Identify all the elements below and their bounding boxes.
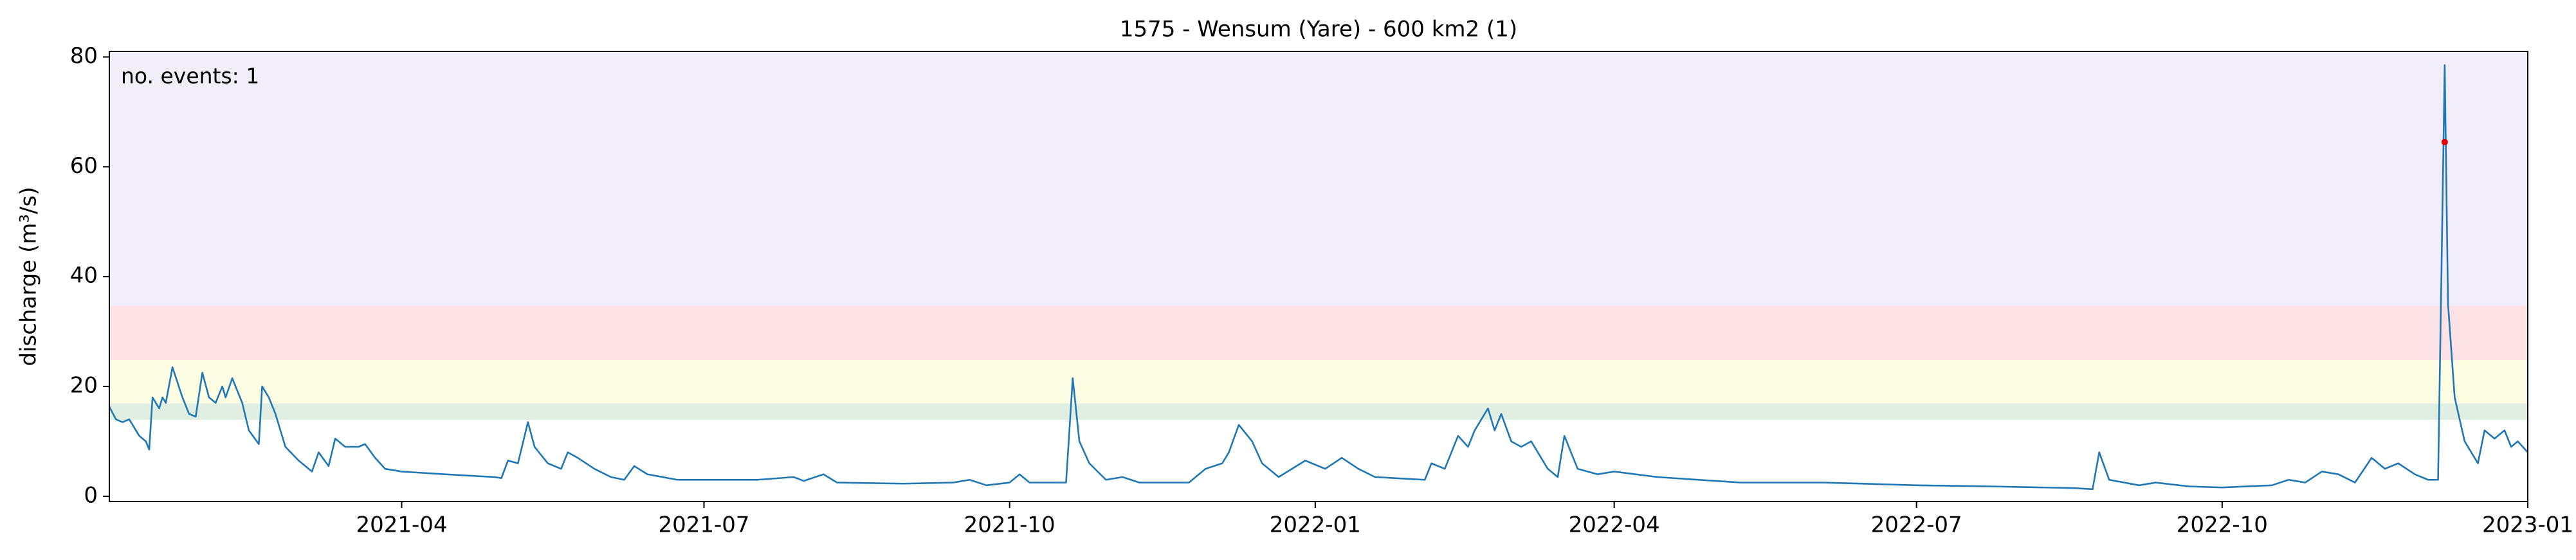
threshold-band [109, 51, 2528, 306]
x-tick-label: 2022-07 [1871, 512, 1962, 538]
chart-title: 1575 - Wensum (Yare) - 600 km2 (1) [1120, 17, 1517, 42]
threshold-band [109, 305, 2528, 361]
discharge-line [108, 64, 2528, 491]
y-tick-label: 0 [84, 482, 98, 508]
x-tick-label: 2022-10 [2177, 512, 2268, 538]
x-tick-label: 2023-01 [2482, 512, 2573, 538]
x-tick-label: 2021-07 [658, 512, 749, 538]
y-tick-label: 60 [70, 153, 98, 179]
y-tick-label: 40 [70, 263, 98, 289]
x-tick-label: 2022-01 [1270, 512, 1361, 538]
event-marker [2441, 138, 2448, 145]
x-tick-label: 2021-04 [356, 512, 447, 538]
plot-frame [109, 51, 2528, 502]
annotation: no. events: 1 [121, 64, 259, 89]
y-axis-label: discharge (m³/s) [16, 187, 42, 366]
x-tick-label: 2021-10 [964, 512, 1055, 538]
x-tick-label: 2022-04 [1569, 512, 1660, 538]
threshold-band [109, 403, 2528, 420]
y-tick-label: 20 [70, 373, 98, 399]
y-tick-label: 80 [70, 43, 98, 69]
threshold-band [109, 360, 2528, 404]
